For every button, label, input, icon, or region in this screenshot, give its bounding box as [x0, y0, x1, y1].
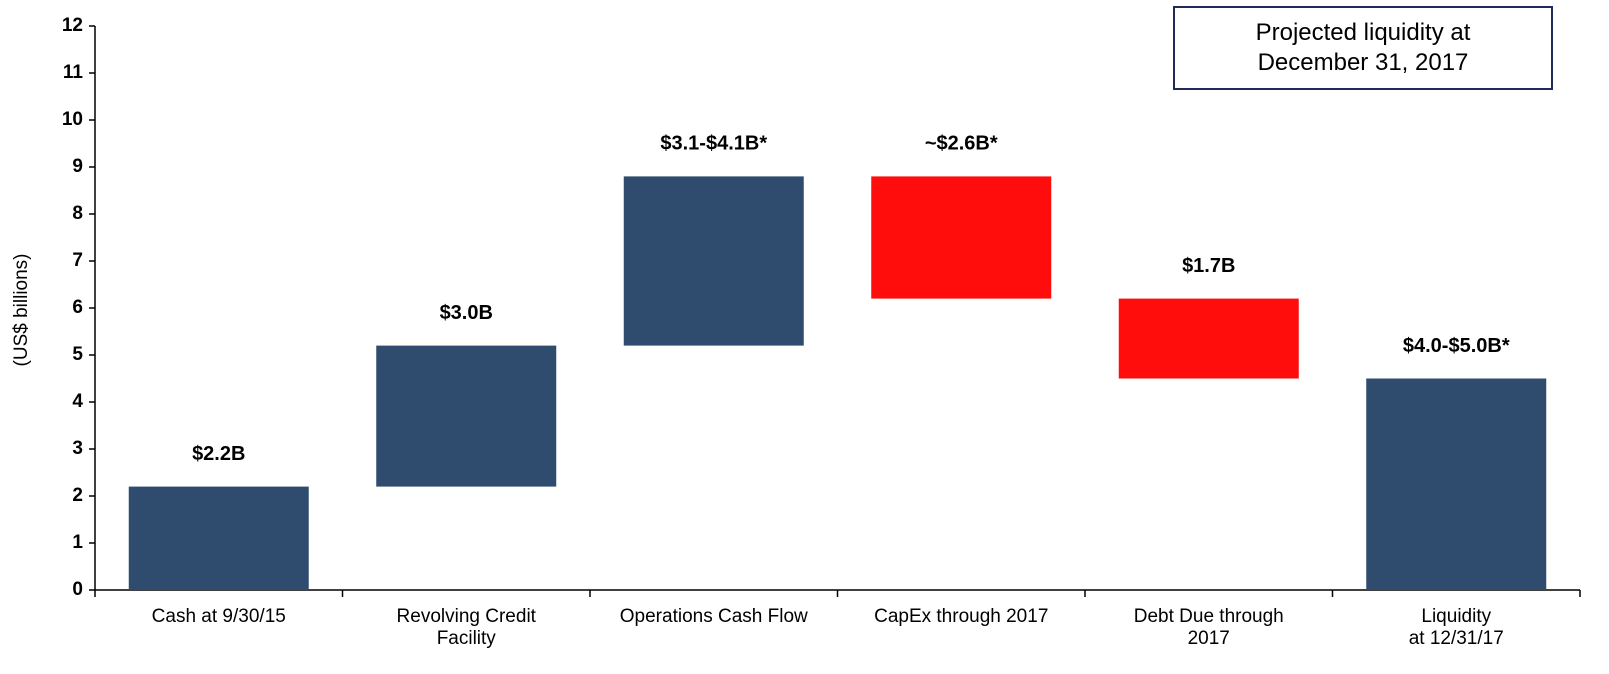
- y-tick-label: 5: [72, 344, 83, 365]
- y-tick-label: 7: [72, 250, 83, 271]
- y-tick-label: 1: [72, 532, 83, 553]
- y-axis-label: (US$ billions): [11, 254, 32, 367]
- value-label: $3.1-$4.1B*: [660, 133, 767, 155]
- bar: [871, 176, 1052, 299]
- value-label: $2.2B: [192, 443, 245, 465]
- value-label: $4.0-$5.0B*: [1403, 335, 1510, 357]
- annotation-line: December 31, 2017: [1257, 49, 1469, 76]
- y-tick-label: 9: [72, 156, 83, 177]
- bar: [1118, 298, 1299, 379]
- bar: [376, 345, 557, 487]
- y-tick-label: 4: [72, 391, 83, 412]
- value-label: $3.0B: [440, 302, 493, 324]
- bar: [128, 486, 309, 590]
- y-tick-label: 2: [72, 485, 83, 506]
- value-label: $1.7B: [1182, 255, 1235, 277]
- y-tick-label: 12: [62, 15, 83, 36]
- y-tick-label: 10: [62, 109, 83, 130]
- annotation-box: Projected liquidity at December 31, 2017: [1173, 6, 1553, 90]
- x-tick-label: Operations Cash Flow: [619, 606, 808, 627]
- bar: [623, 176, 804, 346]
- x-tick-label: Revolving Credit Facility: [396, 606, 536, 649]
- y-tick-label: 8: [72, 203, 83, 224]
- y-tick-label: 3: [72, 438, 83, 459]
- bar: [1366, 378, 1547, 590]
- y-tick-label: 0: [72, 579, 83, 600]
- y-tick-label: 11: [63, 62, 84, 83]
- x-tick-label: Liquidity at 12/31/17: [1408, 606, 1504, 649]
- y-tick-label: 6: [72, 297, 83, 318]
- annotation-line: Projected liquidity at: [1255, 19, 1471, 46]
- x-tick-label: Cash at 9/30/15: [151, 606, 286, 627]
- value-label: ~$2.6B*: [925, 133, 998, 155]
- x-tick-label: CapEx through 2017: [874, 606, 1049, 627]
- x-tick-label: Debt Due through 2017: [1133, 606, 1284, 649]
